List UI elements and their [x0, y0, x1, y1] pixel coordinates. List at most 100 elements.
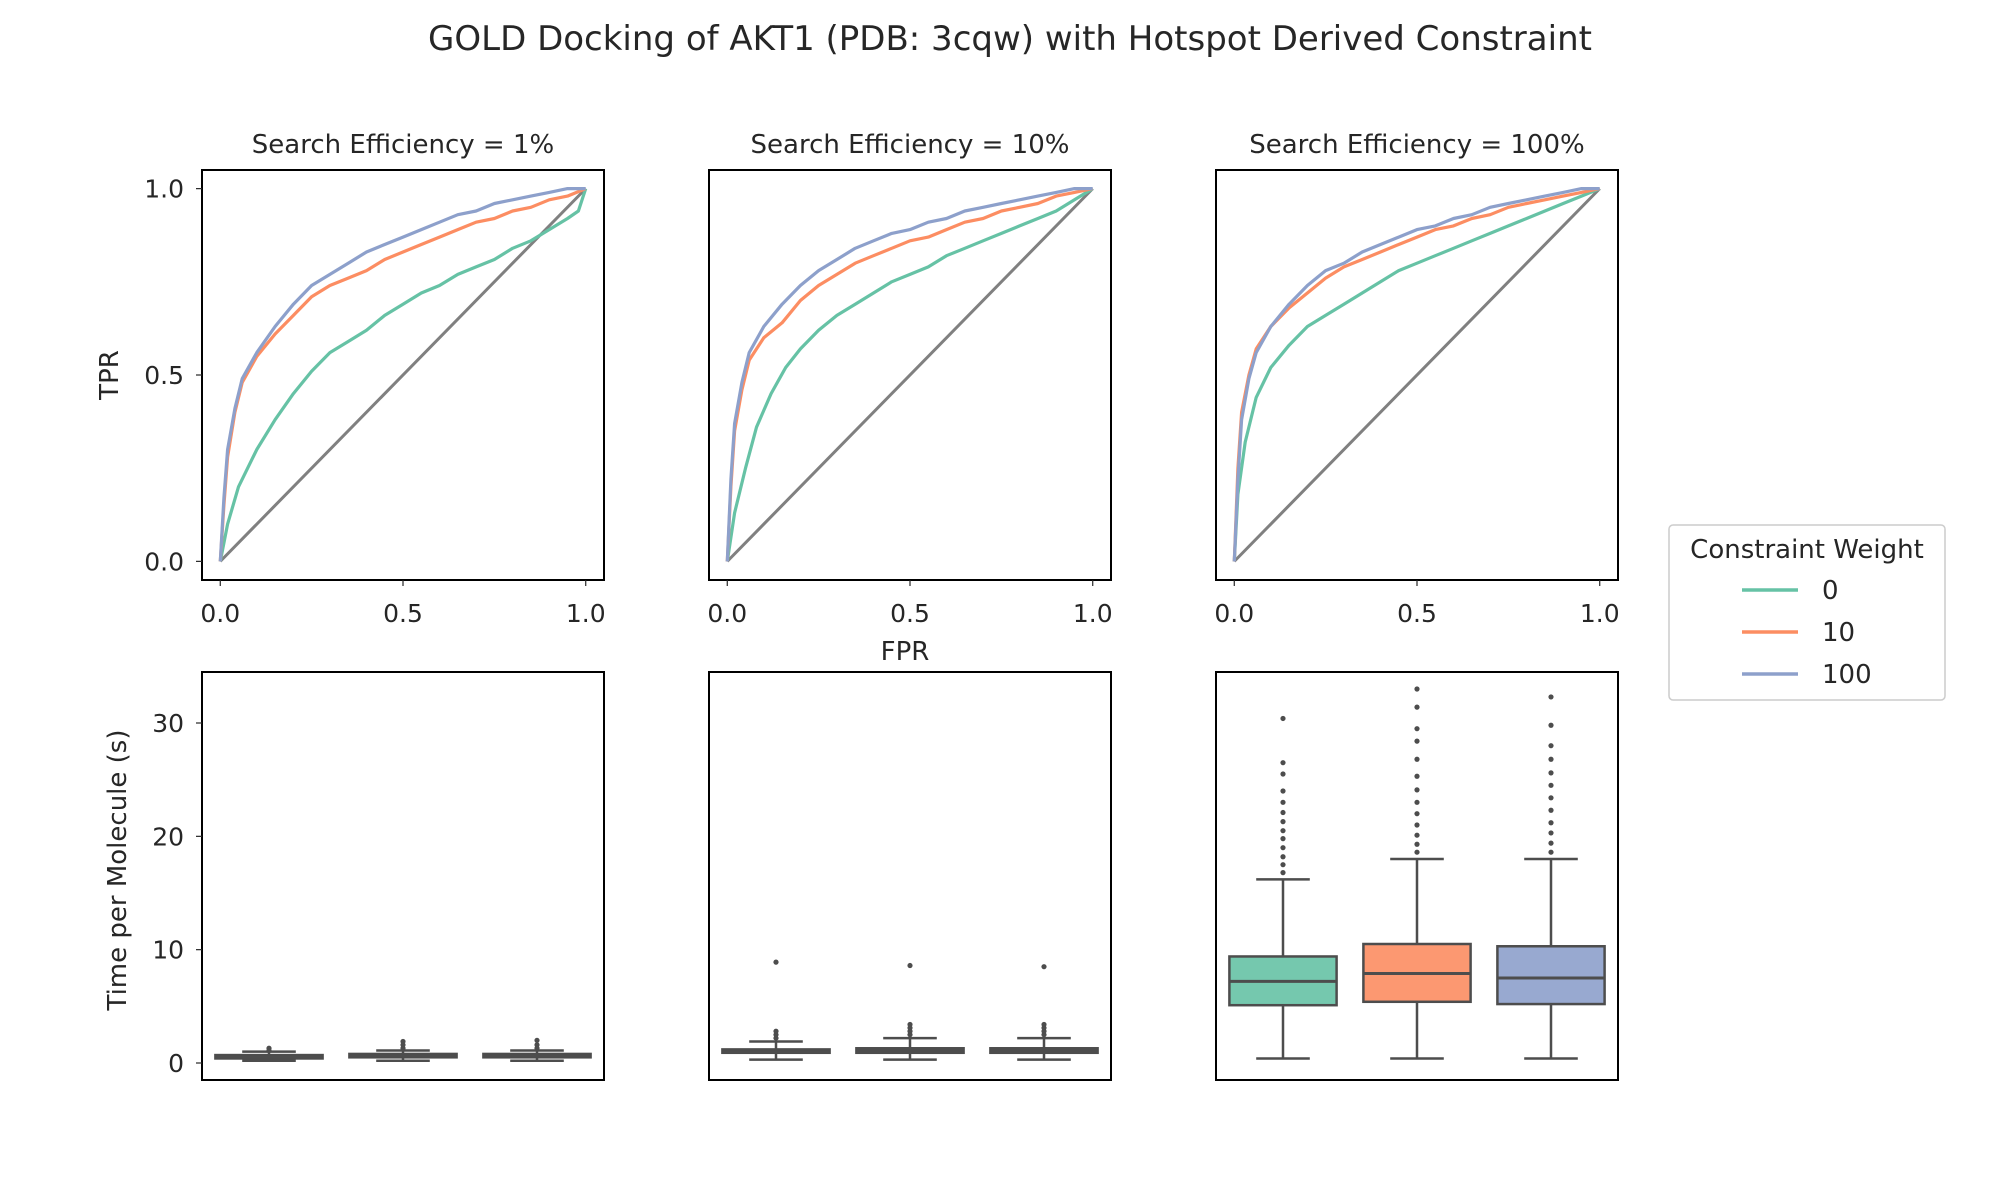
outlier-point [1548, 756, 1554, 762]
outlier-point [1548, 840, 1554, 846]
box-weight-100 [989, 964, 1099, 1061]
box-weight-100 [482, 1037, 592, 1062]
outlier-point [1414, 704, 1420, 710]
outlier-point [266, 1045, 272, 1051]
roc-curve-weight-100 [1232, 187, 1600, 562]
roc-panel-3: Search Efficiency = 100% 0.0 0.5 1.0 [1214, 130, 1619, 628]
y-tick-label: 30 [152, 709, 184, 738]
outlier-point [1280, 845, 1286, 851]
outlier-point [1414, 787, 1420, 793]
iqr-box [1496, 945, 1606, 1006]
legend-title: Constraint Weight [1690, 535, 1924, 565]
timing-panel-frame [201, 671, 605, 1081]
outlier-point [1414, 756, 1420, 762]
outlier-point [1414, 799, 1420, 805]
outlier-point [1548, 694, 1554, 700]
outlier-point [1414, 738, 1420, 744]
x-tick-label: 0.0 [200, 599, 240, 628]
outlier-point [1548, 795, 1554, 801]
x-tick-label: 1.0 [566, 599, 606, 628]
outlier-point [1280, 715, 1286, 722]
outlier-point [1414, 686, 1420, 692]
roc-panel-2: Search Efficiency = 10% 0.0 0.5 1.0 [707, 130, 1112, 628]
outlier-point [1548, 807, 1554, 813]
random-diagonal [1233, 187, 1601, 563]
roc-y-axis-label: TPR [95, 350, 125, 401]
y-tick-label: 10 [152, 936, 184, 965]
y-tick-label: 0.0 [144, 547, 184, 576]
outlier-point [907, 1021, 913, 1028]
outlier-point [773, 1028, 779, 1034]
outlier-point [1414, 832, 1420, 838]
roc-panel-title: Search Efficiency = 1% [252, 130, 554, 160]
y-tick-label: 0 [168, 1049, 184, 1078]
y-tick-label: 0.5 [144, 361, 184, 390]
outlier-point [1548, 722, 1554, 728]
box-weight-100 [1496, 694, 1606, 1060]
timing-panel-frame [1215, 671, 1619, 1081]
outlier-point [1414, 849, 1420, 855]
outlier-point [1548, 743, 1554, 749]
random-diagonal [219, 187, 587, 563]
box-weight-0 [1228, 715, 1338, 1060]
roc-curve-weight-0 [725, 187, 1094, 562]
x-tick-label: 0.0 [1214, 599, 1254, 628]
box-weight-0 [214, 1045, 324, 1062]
outlier-point [1280, 799, 1286, 805]
legend: Constraint Weight 0 10 100 [1668, 524, 1946, 701]
roc-panel-title: Search Efficiency = 10% [751, 130, 1070, 160]
timing-panel-2 [708, 671, 1112, 1081]
outlier-point [534, 1042, 540, 1048]
figure-title: GOLD Docking of AKT1 (PDB: 3cqw) with Ho… [428, 19, 1592, 59]
legend-label-100: 100 [1822, 660, 1872, 690]
box-weight-10 [348, 1038, 458, 1062]
timing-panel-frame [708, 671, 1112, 1081]
timing-panel-1: 0 10 20 30 [152, 671, 605, 1081]
outlier-point [1414, 841, 1420, 847]
outlier-point [1280, 788, 1286, 794]
outlier-point [1280, 836, 1286, 842]
outlier-point [1280, 760, 1286, 766]
roc-panel-1: Search Efficiency = 1% 0.0 0.5 1.0 0.0 0.5 1.0 [144, 130, 605, 628]
x-tick-label: 0.0 [707, 599, 747, 628]
outlier-point [1280, 870, 1286, 876]
roc-x-axis-label: FPR [881, 637, 930, 667]
outlier-point [1548, 820, 1554, 826]
outlier-point [534, 1037, 540, 1043]
outlier-point [1280, 809, 1286, 816]
x-tick-label: 0.5 [890, 599, 930, 628]
roc-panel-title: Search Efficiency = 100% [1249, 130, 1584, 160]
timing-box-panels: 0 10 20 30 [152, 671, 1619, 1081]
roc-panels: Search Efficiency = 1% 0.0 0.5 1.0 0.0 0.5 1.0… [144, 130, 1619, 628]
box-weight-0 [721, 959, 831, 1061]
outlier-point [1548, 830, 1554, 836]
x-tick-label: 0.5 [383, 599, 423, 628]
roc-curve-weight-100 [218, 187, 586, 562]
legend-label-0: 0 [1822, 576, 1839, 606]
outlier-point [1414, 811, 1420, 817]
x-tick-label: 0.5 [1397, 599, 1437, 628]
roc-curve-weight-0 [218, 188, 588, 562]
outlier-point [1280, 819, 1286, 825]
outlier-point [1548, 782, 1554, 788]
outlier-point [1414, 773, 1420, 779]
outlier-point [1414, 726, 1420, 732]
x-tick-label: 1.0 [1580, 599, 1620, 628]
outlier-point [1280, 771, 1286, 777]
box-weight-10 [855, 962, 965, 1061]
x-tick-label: 1.0 [1073, 599, 1113, 628]
outlier-point [1280, 828, 1286, 834]
y-tick-label: 1.0 [144, 175, 184, 204]
timing-panel-3 [1215, 671, 1619, 1081]
legend-frame [1668, 524, 1946, 701]
random-diagonal [726, 187, 1094, 563]
timing-y-axis-label: Time per Molecule (s) [103, 730, 133, 1012]
outlier-point [1041, 1021, 1047, 1028]
roc-curve-weight-0 [1232, 187, 1601, 562]
roc-curve-weight-100 [725, 187, 1093, 562]
roc-curve-weight-10 [725, 187, 1094, 562]
outlier-point [1548, 770, 1554, 776]
y-tick-label: 20 [152, 822, 184, 851]
outlier-point [907, 962, 913, 969]
